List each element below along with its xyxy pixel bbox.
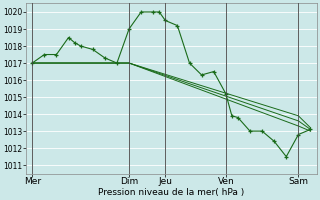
X-axis label: Pression niveau de la mer( hPa ): Pression niveau de la mer( hPa ) [98, 188, 244, 197]
